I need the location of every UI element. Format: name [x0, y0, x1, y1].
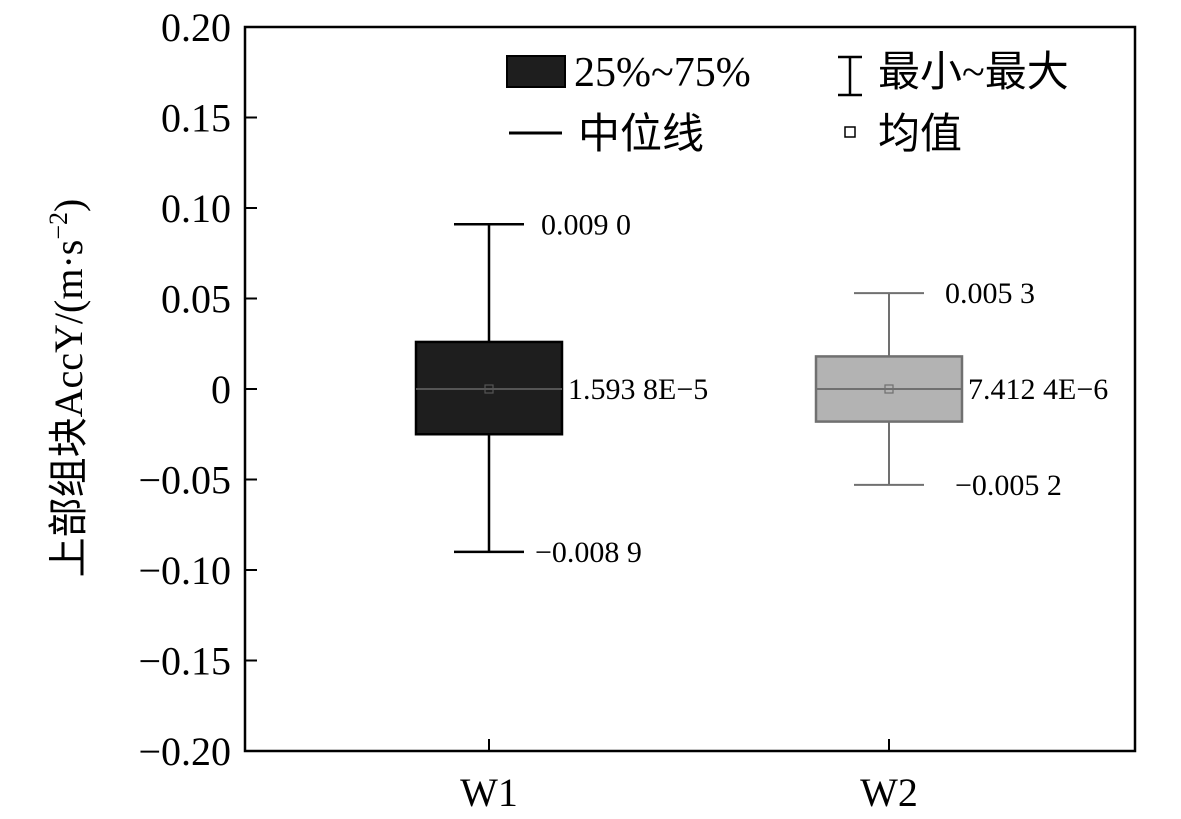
y-axis: 0.20 0.15 0.10 0.05 0 −0.05 −0.10 −0.15 −0.20: [138, 5, 257, 774]
legend-whisker-swatch: [838, 55, 862, 97]
y-tick-label: 0.20: [161, 5, 231, 50]
y-tick-label: −0.10: [138, 548, 231, 593]
mean-marker: [484, 384, 494, 394]
legend: 25%~75% 最小~最大 中位线 均值: [506, 50, 1069, 158]
legend-mean-swatch: [844, 126, 856, 138]
boxes: [414, 223, 964, 554]
y-tick-label: 0: [211, 367, 231, 412]
x-axis: W1 W2: [460, 739, 918, 815]
legend-median-label: 中位线: [578, 111, 704, 158]
legend-box-swatch: [506, 55, 566, 88]
box-w1: [414, 223, 564, 554]
box-w2: [814, 292, 964, 486]
max-label: 0.009 0: [541, 208, 631, 241]
mean-label: 1.593 8E−5: [568, 373, 708, 406]
x-tick-label: W1: [460, 770, 518, 815]
y-axis-label-close: ): [46, 199, 91, 212]
y-axis-label-main: 上部组块AccY/(m·s: [46, 240, 91, 578]
y-tick-label: 0.05: [161, 277, 231, 322]
min-label: −0.008 9: [535, 536, 642, 569]
y-tick-label: 0.10: [161, 186, 231, 231]
y-tick-label: −0.20: [138, 729, 231, 774]
legend-whisker-label: 最小~最大: [878, 50, 1069, 96]
y-tick-label: 0.15: [161, 96, 231, 141]
legend-mean-label: 均值: [878, 112, 962, 158]
legend-box-label: 25%~75%: [574, 50, 751, 96]
mean-label: 7.412 4E−6: [968, 373, 1108, 406]
y-tick-label: −0.15: [138, 639, 231, 684]
min-label: −0.005 2: [955, 469, 1062, 502]
y-axis-label: 上部组块AccY/(m·s−2): [44, 199, 91, 578]
x-tick-label: W2: [860, 770, 918, 815]
mean-marker: [884, 384, 894, 394]
annotations: 0.009 0 1.593 8E−5 −0.008 9 0.005 3 7.412 4E…: [535, 208, 1108, 569]
max-label: 0.005 3: [945, 277, 1035, 310]
y-axis-label-sup: −2: [44, 212, 73, 240]
y-tick-label: −0.05: [138, 458, 231, 503]
